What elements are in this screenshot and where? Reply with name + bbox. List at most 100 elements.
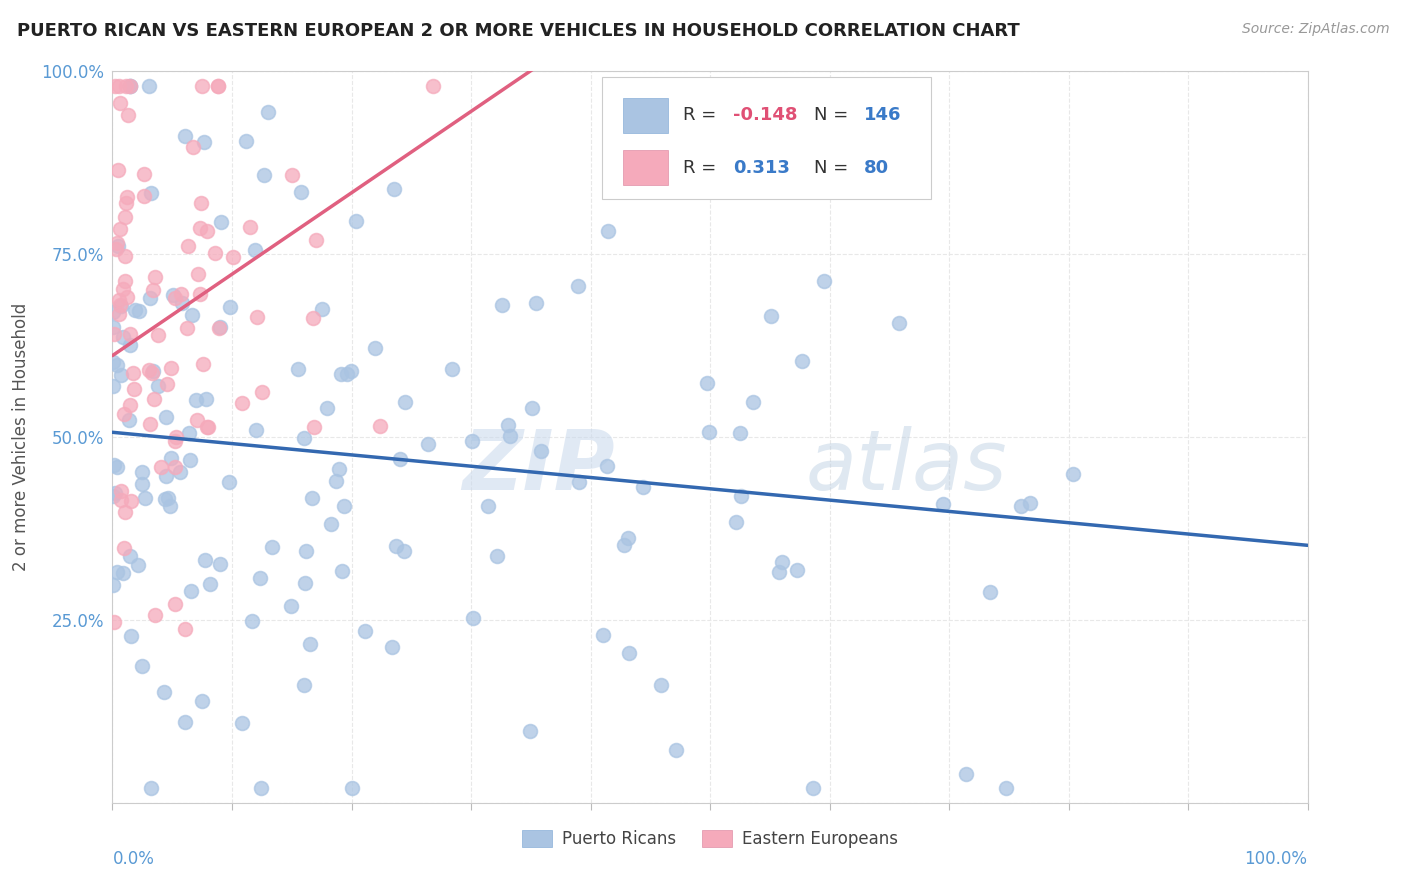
Point <box>155 409 177 424</box>
Point <box>186 392 208 407</box>
Point <box>143 270 166 285</box>
Point <box>520 401 543 416</box>
Point <box>142 283 165 297</box>
Point <box>245 243 267 257</box>
Point <box>491 297 513 311</box>
Point <box>107 235 129 250</box>
Point <box>108 222 131 236</box>
Point <box>150 459 173 474</box>
Point <box>110 96 132 111</box>
Point <box>118 78 141 93</box>
Point <box>596 224 619 238</box>
Point <box>132 188 155 202</box>
Point <box>128 303 150 318</box>
Legend: Puerto Ricans, Eastern Europeans: Puerto Ricans, Eastern Europeans <box>516 823 904 855</box>
Point <box>730 426 752 441</box>
Point <box>354 624 377 638</box>
Point <box>499 429 522 443</box>
Point <box>697 425 720 440</box>
Point <box>530 443 553 458</box>
Point <box>294 575 316 590</box>
Point <box>235 134 257 148</box>
Point <box>330 368 353 382</box>
Point <box>441 362 464 376</box>
Point <box>696 376 718 390</box>
Point <box>239 219 262 234</box>
Point <box>619 646 641 660</box>
Point <box>165 460 187 475</box>
Point <box>768 565 790 579</box>
Point <box>124 302 146 317</box>
Text: 146: 146 <box>865 106 901 124</box>
Point <box>596 458 619 473</box>
Point <box>461 610 484 624</box>
Point <box>250 781 273 796</box>
Point <box>141 186 163 201</box>
Point <box>218 475 240 489</box>
Point <box>759 309 782 323</box>
Point <box>650 678 672 692</box>
Point <box>110 493 132 508</box>
Point <box>195 224 218 238</box>
Point <box>321 517 343 532</box>
Point <box>112 330 135 344</box>
Point <box>194 392 217 406</box>
Point <box>742 395 765 409</box>
Point <box>207 78 229 93</box>
Point <box>105 358 128 372</box>
Point <box>1010 500 1032 514</box>
Point <box>114 249 136 263</box>
Point <box>294 431 316 445</box>
Point <box>110 299 132 313</box>
Point <box>200 576 222 591</box>
Point <box>120 494 142 508</box>
Point <box>183 139 205 153</box>
Point <box>103 320 125 334</box>
Point <box>422 78 444 93</box>
Point <box>122 382 145 396</box>
Point <box>613 538 636 552</box>
Point <box>328 462 350 476</box>
Point <box>114 211 136 225</box>
Point <box>142 364 165 378</box>
Point <box>221 250 243 264</box>
Point <box>262 540 284 554</box>
Text: 100.0%: 100.0% <box>1244 850 1308 868</box>
Point <box>114 506 136 520</box>
Point <box>176 239 198 253</box>
Point <box>170 287 193 301</box>
Point <box>165 430 187 444</box>
Point <box>209 215 232 229</box>
Point <box>246 310 269 324</box>
Point <box>187 267 209 281</box>
Point <box>176 321 198 335</box>
Point <box>567 279 589 293</box>
Point <box>155 469 177 483</box>
Point <box>305 233 328 247</box>
Point <box>392 544 415 558</box>
Point <box>631 480 654 494</box>
Point <box>418 437 440 451</box>
Point <box>280 599 302 613</box>
Point <box>131 476 153 491</box>
Point <box>108 293 131 307</box>
Point <box>105 242 128 256</box>
Point <box>142 392 165 407</box>
Point <box>995 781 1018 796</box>
Point <box>302 420 325 434</box>
Point <box>190 196 212 211</box>
Point <box>107 162 129 177</box>
Text: 0.313: 0.313 <box>733 159 790 177</box>
Point <box>592 627 614 641</box>
Text: PUERTO RICAN VS EASTERN EUROPEAN 2 OR MORE VEHICLES IN HOUSEHOLD CORRELATION CHA: PUERTO RICAN VS EASTERN EUROPEAN 2 OR MO… <box>17 22 1019 40</box>
Point <box>302 310 325 325</box>
Point <box>281 168 304 182</box>
Point <box>191 78 214 93</box>
Point <box>131 465 153 479</box>
Point <box>218 300 240 314</box>
Point <box>194 552 217 566</box>
Point <box>325 474 347 488</box>
Point <box>932 497 955 511</box>
Point <box>103 615 125 629</box>
Y-axis label: 2 or more Vehicles in Household: 2 or more Vehicles in Household <box>13 303 30 571</box>
